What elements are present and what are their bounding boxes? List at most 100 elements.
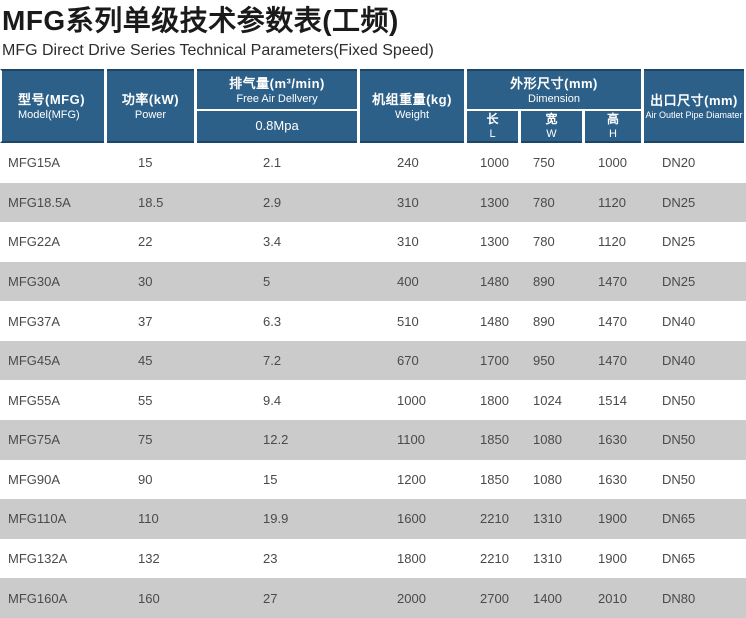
cell-weight: 670 xyxy=(397,353,419,369)
header-dim-length: 长 L xyxy=(467,111,518,143)
cell-w: 890 xyxy=(533,274,555,290)
parameters-table: 型号(MFG) Model(MFG) 功率(kW) Power 排气量(m³/m… xyxy=(0,69,746,618)
header-outlet-en: Air Outlet Pipe Diamater xyxy=(645,109,743,120)
cell-model: MFG22A xyxy=(8,234,61,250)
cell-h: 1120 xyxy=(598,234,626,250)
header-dim-length-en: L xyxy=(489,127,496,140)
cell-weight: 1100 xyxy=(397,432,425,448)
header-dim-width-en: W xyxy=(546,127,557,140)
page-title: MFG系列单级技术参数表(工频) xyxy=(2,5,399,36)
table-row: MFG15A 15 2.1 240 1000 750 1000 DN20 xyxy=(0,143,746,183)
cell-power: 110 xyxy=(138,511,159,527)
header-model-cn: 型号(MFG) xyxy=(18,91,86,107)
cell-h: 2010 xyxy=(598,590,627,606)
cell-fad: 6.3 xyxy=(263,313,282,329)
cell-power: 160 xyxy=(138,590,160,606)
cell-w: 1400 xyxy=(533,590,562,606)
header-dimension: 外形尺寸(mm) Dimension 长 L 宽 W 高 H xyxy=(467,69,641,143)
header-outlet: 出口尺寸(mm) Air Outlet Pipe Diamater xyxy=(644,69,744,143)
header-dim-height-en: H xyxy=(609,127,617,140)
cell-h: 1900 xyxy=(598,551,627,567)
cell-w: 890 xyxy=(533,313,555,329)
cell-weight: 400 xyxy=(397,274,419,290)
cell-h: 1514 xyxy=(598,392,627,408)
header-model: 型号(MFG) Model(MFG) xyxy=(0,69,104,143)
cell-h: 1630 xyxy=(598,432,627,448)
header-power-en: Power xyxy=(134,108,167,121)
cell-outlet: DN40 xyxy=(662,313,696,329)
cell-model: MFG75A xyxy=(8,432,61,448)
header-power: 功率(kW) Power xyxy=(107,69,194,143)
cell-h: 1630 xyxy=(598,471,627,487)
cell-outlet: DN25 xyxy=(662,194,696,210)
table-row: MFG45A 45 7.2 670 1700 950 1470 DN40 xyxy=(0,340,746,381)
table-row: MFG37A 37 6.3 510 1480 890 1470 DN40 xyxy=(0,301,746,341)
cell-model: MFG15A xyxy=(8,155,61,171)
table-body: MFG15A 15 2.1 240 1000 750 1000 DN20 MFG18.5A 18.… xyxy=(0,143,746,618)
cell-power: 22 xyxy=(138,234,153,250)
cell-outlet: DN25 xyxy=(662,234,696,250)
header-fad-en: Free Air Dellvery xyxy=(236,92,318,105)
cell-weight: 2000 xyxy=(397,590,426,606)
header-fad-pressure-cell: 0.8Mpa xyxy=(197,111,357,143)
cell-outlet: DN40 xyxy=(662,353,696,369)
cell-l: 1300 xyxy=(480,234,509,250)
cell-model: MFG55A xyxy=(8,392,61,408)
cell-model: MFG132A xyxy=(8,551,68,567)
cell-l: 1850 xyxy=(480,471,509,487)
header-power-cn: 功率(kW) xyxy=(121,91,180,107)
header-model-en: Model(MFG) xyxy=(18,108,80,121)
cell-h: 1470 xyxy=(598,353,627,369)
cell-power: 55 xyxy=(138,392,153,408)
cell-w: 750 xyxy=(533,155,555,171)
header-outlet-cn: 出口尺寸(mm) xyxy=(650,92,738,108)
header-dim-height: 高 H xyxy=(585,111,641,143)
cell-weight: 510 xyxy=(397,313,419,329)
cell-h: 1470 xyxy=(598,313,627,329)
cell-l: 2210 xyxy=(480,551,509,567)
table-row: MFG30A 30 5 400 1480 890 1470 DN25 xyxy=(0,261,746,302)
cell-model: MFG110A xyxy=(8,511,67,527)
cell-power: 90 xyxy=(138,471,153,487)
cell-model: MFG18.5A xyxy=(8,194,71,210)
cell-fad: 23 xyxy=(263,551,278,567)
cell-power: 18.5 xyxy=(138,194,164,210)
cell-w: 950 xyxy=(533,353,555,369)
table-row: MFG160A 160 27 2000 2700 1400 2010 DN80 xyxy=(0,578,746,618)
cell-fad: 2.1 xyxy=(263,155,282,171)
cell-model: MFG30A xyxy=(8,274,61,290)
table-row: MFG18.5A 18.5 2.9 310 1300 780 1120 DN25 xyxy=(0,182,746,223)
cell-w: 1080 xyxy=(533,432,562,448)
cell-l: 1700 xyxy=(480,353,509,369)
header-weight-en: Weight xyxy=(394,108,430,121)
cell-w: 780 xyxy=(533,194,555,210)
header-weight-cn: 机组重量(kg) xyxy=(372,91,452,107)
cell-power: 37 xyxy=(138,313,153,329)
cell-weight: 1600 xyxy=(397,511,426,527)
cell-h: 1120 xyxy=(598,194,626,210)
cell-power: 75 xyxy=(138,432,153,448)
cell-outlet: DN65 xyxy=(662,511,696,527)
header-dim-length-cn: 长 xyxy=(486,111,499,126)
cell-w: 1080 xyxy=(533,471,562,487)
cell-l: 1480 xyxy=(480,313,509,329)
cell-l: 1300 xyxy=(480,194,509,210)
cell-power: 30 xyxy=(138,274,153,290)
cell-w: 1024 xyxy=(533,392,562,408)
header-divider xyxy=(467,109,641,111)
header-dim-width: 宽 W xyxy=(521,111,582,143)
cell-fad: 9.4 xyxy=(263,392,282,408)
cell-outlet: DN80 xyxy=(662,590,696,606)
cell-outlet: DN50 xyxy=(662,471,696,487)
cell-outlet: DN50 xyxy=(662,432,696,448)
header-fad-top: 排气量(m³/min) Free Air Dellvery xyxy=(197,69,357,109)
cell-weight: 1200 xyxy=(397,471,426,487)
cell-model: MFG90A xyxy=(8,471,61,487)
header-dimension-en: Dimension xyxy=(528,92,580,105)
table-row: MFG22A 22 3.4 310 1300 780 1120 DN25 xyxy=(0,222,746,262)
cell-l: 1000 xyxy=(480,155,509,171)
cell-outlet: DN50 xyxy=(662,392,696,408)
cell-fad: 7.2 xyxy=(263,353,282,369)
cell-h: 1900 xyxy=(598,511,627,527)
cell-l: 2700 xyxy=(480,590,509,606)
